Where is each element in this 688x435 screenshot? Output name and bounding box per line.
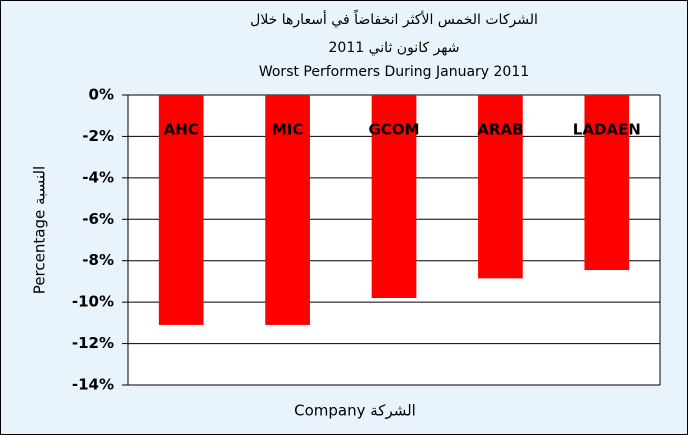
x-tick-label: ARAB <box>477 121 523 139</box>
y-tick-label: -10% <box>72 293 114 311</box>
y-tick-label: 0% <box>89 86 114 104</box>
bar <box>158 95 204 325</box>
bar <box>265 95 310 325</box>
x-tick-label: MIC <box>272 121 304 139</box>
chart-title-line: Worst Performers During January 2011 <box>259 64 529 80</box>
y-tick-label: -4% <box>82 168 114 186</box>
bar <box>478 95 523 279</box>
x-axis-label: Company الشركة <box>294 402 416 420</box>
x-tick-label: AHC <box>164 121 199 139</box>
y-tick-label: -12% <box>72 334 114 352</box>
bar <box>371 95 417 298</box>
chart-title-line: الشركات الخمس الأكثر انخفاضاً في أسعارها… <box>250 9 538 28</box>
y-tick-label: -6% <box>82 210 114 228</box>
y-tick-label: -8% <box>82 251 114 269</box>
x-tick-label: LADAEN <box>573 121 641 139</box>
y-tick-label: -14% <box>72 376 114 394</box>
chart-title-line: شهر كانون ثاني 2011 <box>329 40 460 56</box>
y-tick-label: -2% <box>82 127 114 145</box>
x-tick-label: GCOM <box>369 121 420 139</box>
bar <box>584 95 630 271</box>
y-axis-label: Percentage النسبة <box>31 166 49 294</box>
